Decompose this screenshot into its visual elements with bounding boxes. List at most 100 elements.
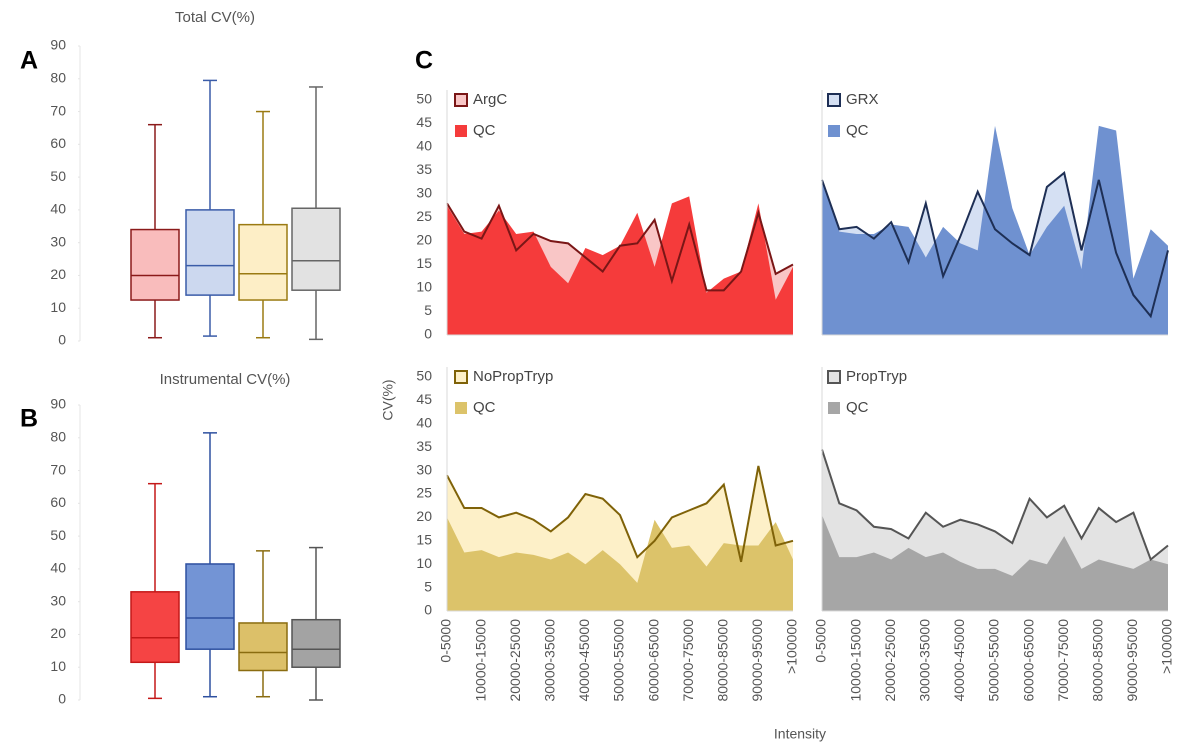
y-tick-label: 50 bbox=[416, 368, 432, 384]
x-tick-label: 90000-95000 bbox=[1124, 619, 1140, 702]
y-tick-label: 20 bbox=[50, 266, 66, 282]
area bbox=[822, 515, 1168, 611]
y-tick-label: 90 bbox=[50, 396, 66, 412]
x-axis-label: Intensity bbox=[774, 726, 826, 742]
x-tick-label: 70000-75000 bbox=[1055, 619, 1071, 702]
box bbox=[130, 228, 180, 301]
legend-label: NoPropTryp bbox=[473, 368, 553, 385]
line bbox=[446, 465, 794, 563]
y-tick-label: 0 bbox=[58, 691, 66, 707]
y-tick-label: 0 bbox=[424, 602, 432, 618]
x-tick-label: 0-5000 bbox=[813, 619, 829, 663]
x-tick-label: 20000-25000 bbox=[507, 619, 523, 702]
x-tick-label: 60000-65000 bbox=[645, 619, 661, 702]
y-tick-label: 15 bbox=[416, 255, 432, 271]
y-tick-label: 5 bbox=[424, 302, 432, 318]
y-tick-label: 60 bbox=[50, 135, 66, 151]
y-tick-label: 80 bbox=[50, 69, 66, 85]
legend-swatch bbox=[455, 402, 467, 414]
x-tick-label: 50000-55000 bbox=[611, 619, 627, 702]
x-tick-label: >100000 bbox=[784, 619, 800, 674]
y-tick-label: 60 bbox=[50, 494, 66, 510]
y-tick-label: 20 bbox=[50, 625, 66, 641]
x-tick-label: 10000-15000 bbox=[472, 619, 488, 702]
y-tick-label: 20 bbox=[416, 508, 432, 524]
box bbox=[130, 591, 180, 664]
x-tick-label: 70000-75000 bbox=[680, 619, 696, 702]
y-tick-label: 15 bbox=[416, 532, 432, 548]
y-tick-label: 10 bbox=[416, 555, 432, 571]
x-tick-label: >100000 bbox=[1159, 619, 1175, 674]
y-tick-label: 40 bbox=[50, 201, 66, 217]
y-tick-label: 10 bbox=[50, 658, 66, 674]
chart-title: Instrumental CV(%) bbox=[160, 371, 291, 388]
chart-title: Total CV(%) bbox=[175, 9, 255, 26]
x-tick-label: 20000-25000 bbox=[882, 619, 898, 702]
x-tick-label: 10000-15000 bbox=[847, 619, 863, 702]
legend-swatch bbox=[828, 402, 840, 414]
legend-label: PropTryp bbox=[846, 368, 907, 385]
y-tick-label: 30 bbox=[50, 592, 66, 608]
y-tick-label: 70 bbox=[50, 102, 66, 118]
y-tick-label: 30 bbox=[50, 233, 66, 249]
y-tick-label: 10 bbox=[416, 279, 432, 295]
y-tick-label: 30 bbox=[416, 185, 432, 201]
x-tick-label: 30000-35000 bbox=[542, 619, 558, 702]
legend-swatch bbox=[455, 125, 467, 137]
y-tick-label: 20 bbox=[416, 232, 432, 248]
y-axis-label: CV(%) bbox=[380, 379, 396, 420]
y-tick-label: 5 bbox=[424, 578, 432, 594]
legend-label: ArgC bbox=[473, 91, 507, 108]
y-tick-label: 35 bbox=[416, 438, 432, 454]
y-tick-label: 50 bbox=[50, 527, 66, 543]
area bbox=[447, 517, 793, 611]
box bbox=[238, 622, 288, 672]
box bbox=[291, 207, 341, 291]
legend-label: QC bbox=[473, 399, 496, 416]
x-tick-label: 80000-85000 bbox=[1090, 619, 1106, 702]
y-tick-label: 25 bbox=[416, 485, 432, 501]
line bbox=[446, 202, 794, 292]
y-tick-label: 90 bbox=[50, 37, 66, 53]
x-tick-label: 80000-85000 bbox=[715, 619, 731, 702]
x-tick-label: 40000-45000 bbox=[576, 619, 592, 702]
y-tick-label: 25 bbox=[416, 208, 432, 224]
legend-label: GRX bbox=[846, 91, 879, 108]
legend-swatch bbox=[454, 370, 468, 384]
legend-swatch bbox=[827, 93, 841, 107]
y-tick-label: 0 bbox=[424, 326, 432, 342]
y-tick-label: 80 bbox=[50, 428, 66, 444]
box bbox=[185, 563, 235, 650]
y-tick-label: 45 bbox=[416, 114, 432, 130]
x-tick-label: 60000-65000 bbox=[1020, 619, 1036, 702]
legend-swatch bbox=[454, 93, 468, 107]
y-tick-label: 0 bbox=[58, 332, 66, 348]
y-tick-label: 10 bbox=[50, 299, 66, 315]
y-tick-label: 50 bbox=[50, 168, 66, 184]
x-tick-label: 90000-95000 bbox=[749, 619, 765, 702]
area bbox=[447, 196, 793, 335]
box bbox=[291, 618, 341, 668]
legend-swatch bbox=[827, 370, 841, 384]
legend-swatch bbox=[828, 125, 840, 137]
panel-label: A bbox=[20, 47, 38, 75]
line bbox=[821, 171, 1169, 319]
legend-label: QC bbox=[846, 399, 869, 416]
y-tick-label: 50 bbox=[416, 91, 432, 107]
box bbox=[185, 209, 235, 296]
x-tick-label: 40000-45000 bbox=[951, 619, 967, 702]
legend-label: QC bbox=[473, 122, 496, 139]
x-tick-label: 50000-55000 bbox=[986, 619, 1002, 702]
line bbox=[821, 449, 1169, 562]
y-tick-label: 40 bbox=[416, 415, 432, 431]
y-tick-label: 30 bbox=[416, 461, 432, 477]
box bbox=[238, 223, 288, 301]
panel-label: C bbox=[415, 47, 433, 75]
panel-label: B bbox=[20, 405, 38, 433]
y-tick-label: 35 bbox=[416, 161, 432, 177]
y-tick-label: 70 bbox=[50, 461, 66, 477]
x-tick-label: 0-5000 bbox=[438, 619, 454, 663]
x-tick-label: 30000-35000 bbox=[917, 619, 933, 702]
y-tick-label: 40 bbox=[416, 138, 432, 154]
